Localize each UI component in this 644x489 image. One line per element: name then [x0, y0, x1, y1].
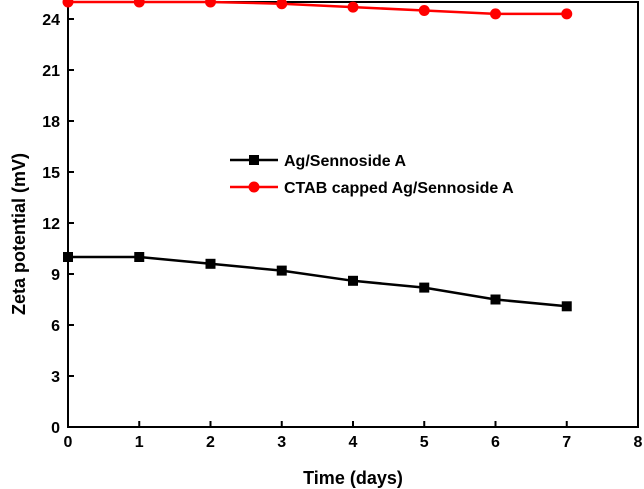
data-point-circle	[205, 0, 216, 8]
x-tick-label: 6	[491, 434, 500, 451]
y-tick-label: 18	[42, 114, 60, 131]
data-point-square	[348, 275, 358, 286]
series-line-0	[68, 255, 567, 308]
data-point-square	[419, 282, 430, 293]
series-line-1	[68, 0, 567, 16]
y-tick-label: 9	[51, 267, 60, 284]
y-tick-label: 6	[51, 318, 60, 335]
data-point-circle	[347, 1, 359, 13]
data-point-circle	[418, 5, 430, 16]
x-axis-title: Time (days)	[303, 468, 403, 488]
plot-frame	[67, 1, 639, 428]
data-point-square	[63, 252, 73, 262]
x-tick-label: 7	[562, 434, 571, 451]
data-point-circle	[133, 0, 145, 8]
y-tick-label: 24	[42, 12, 60, 29]
x-tick-label: 0	[64, 434, 73, 451]
legend-box	[224, 146, 568, 200]
data-point-circle	[276, 0, 288, 10]
y-tick-label: 12	[42, 216, 60, 233]
y-tick-label: 15	[42, 165, 60, 182]
x-tick-label: 3	[277, 434, 286, 451]
y-tick-label: 3	[51, 369, 60, 386]
x-tick-label: 5	[420, 434, 429, 451]
legend-label-0: Ag/Sennoside A	[284, 153, 407, 170]
data-point-square	[490, 294, 501, 305]
data-point-square	[205, 258, 216, 269]
data-point-circle	[62, 0, 74, 8]
y-tick-label: 21	[42, 63, 60, 80]
legend-label-1: CTAB capped Ag/Sennoside A	[284, 180, 514, 197]
x-tick-label: 4	[349, 434, 358, 451]
data-point-square	[134, 252, 145, 262]
data-point-square	[276, 265, 287, 276]
legend-marker-square	[249, 155, 259, 165]
y-axis-title: Zeta potential (mV)	[9, 153, 29, 315]
x-tick-label: 2	[206, 434, 215, 451]
data-point-circle	[490, 8, 501, 20]
x-tick-label: 8	[634, 434, 643, 451]
x-tick-label: 1	[135, 434, 144, 451]
legend-marker-circle	[248, 181, 260, 193]
data-point-circle	[561, 8, 573, 20]
data-point-square	[561, 301, 572, 312]
y-tick-label: 0	[51, 420, 60, 437]
